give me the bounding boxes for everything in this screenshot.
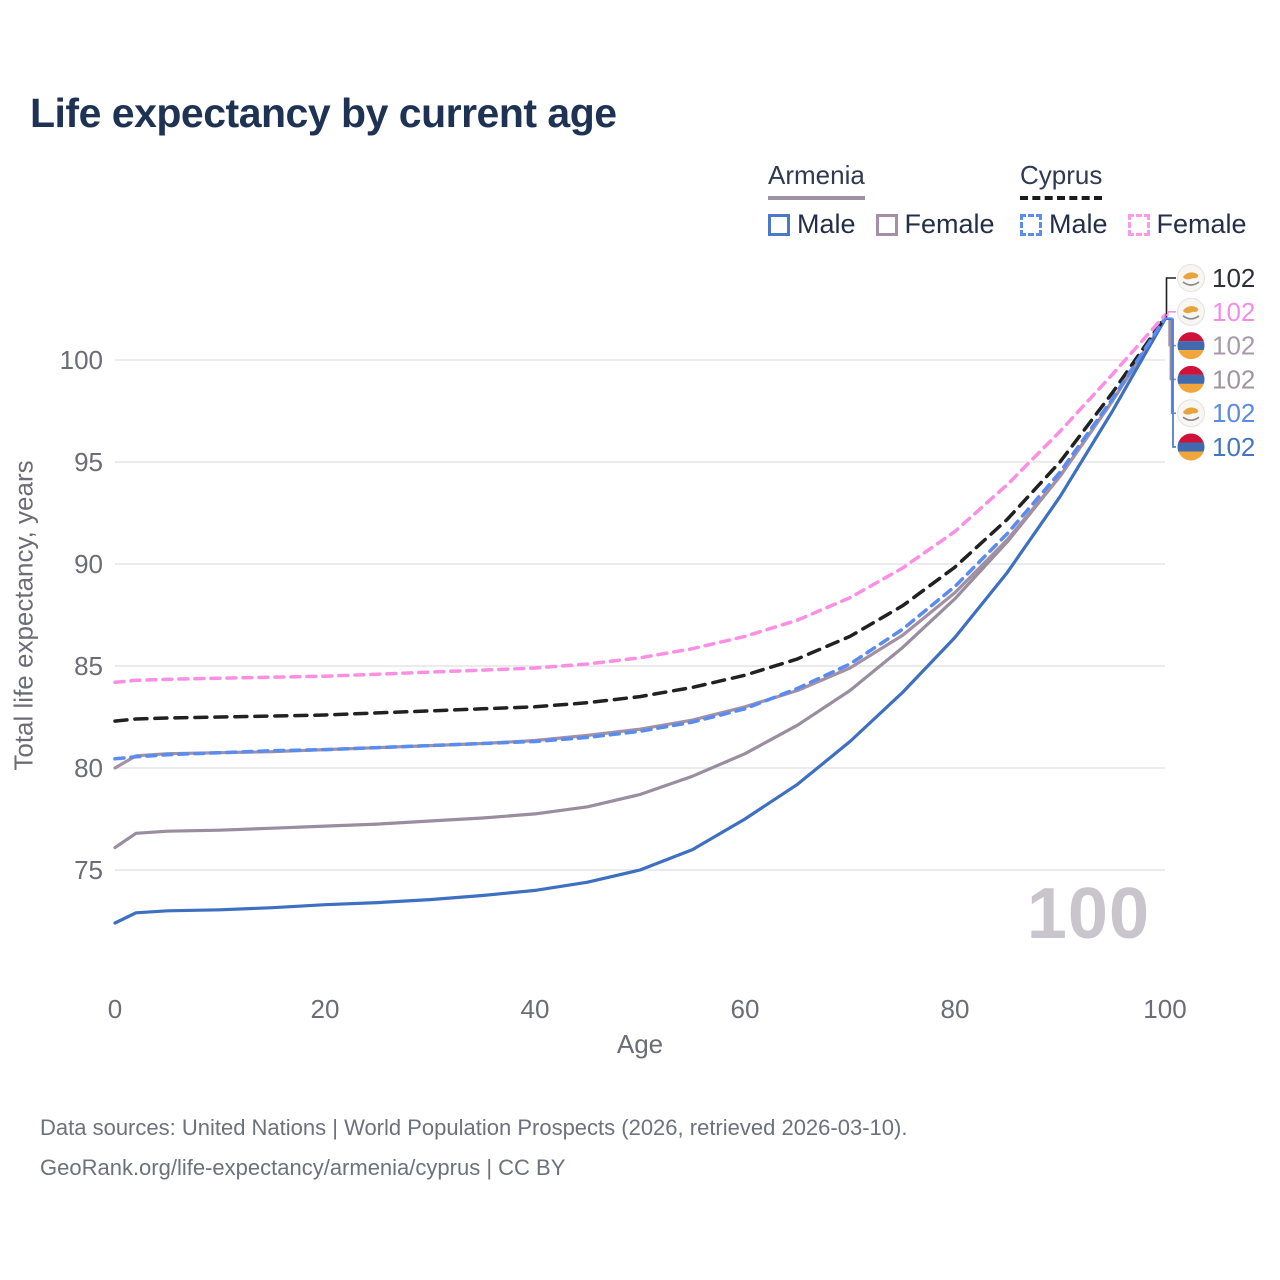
legend-label: Male (1049, 209, 1108, 239)
leader-line-cyprus-total (1165, 277, 1176, 318)
legend-item-cyprus-male[interactable]: Male (1020, 209, 1108, 240)
armenia-flag-icon (1177, 433, 1205, 461)
end-value-label-cyprus-male: 102 (1212, 398, 1255, 428)
legend-label: Female (1156, 209, 1247, 239)
legend-group-armenia: Armenia Male Female (768, 160, 995, 240)
series-line-cyprus-male[interactable] (113, 316, 1167, 761)
footer-line-2: GeoRank.org/life-expectancy/armenia/cypr… (40, 1155, 566, 1180)
footer-line-1: Data sources: United Nations | World Pop… (40, 1115, 908, 1140)
leader-line-cyprus-male (1166, 317, 1176, 414)
gridlines (115, 359, 1165, 871)
y-axis-title: Total life expectancy, years (8, 460, 39, 771)
end-value-label-armenia-total: 102 (1212, 364, 1255, 394)
leader-line-cyprus-female (1166, 311, 1176, 316)
x-tick-label: 60 (731, 994, 760, 1024)
legend-group-cyprus: Cyprus Male Female (1020, 160, 1247, 240)
y-tick-label: 95 (74, 447, 103, 477)
cyprus-flag-icon (1177, 264, 1205, 292)
y-tick-label: 100 (60, 345, 103, 375)
leader-line-armenia-male (1166, 318, 1176, 448)
legend-country-armenia: Armenia (768, 160, 865, 200)
legend-country-cyprus: Cyprus (1020, 160, 1103, 200)
x-tick-label: 40 (521, 994, 550, 1024)
series-line-cyprus-female[interactable] (113, 313, 1167, 685)
end-value-label-armenia-male: 102 (1212, 432, 1255, 462)
axis-tick-labels: 75 80 85 90 95 100 0 20 40 60 80 100 (60, 345, 1187, 1024)
armenia-male-checkbox[interactable] (768, 213, 790, 236)
end-value-label-armenia-female: 102 (1212, 331, 1255, 361)
page-title: Life expectancy by current age (30, 90, 617, 136)
x-tick-label: 80 (941, 994, 970, 1024)
y-tick-label: 90 (74, 549, 103, 579)
y-tick-label: 85 (74, 651, 103, 681)
y-tick-label: 75 (74, 855, 103, 885)
cyprus-flag-icon (1177, 399, 1205, 428)
x-axis-title: Age (616, 1029, 664, 1059)
series-line-armenia-male[interactable] (113, 317, 1167, 925)
series-line-armenia-total[interactable] (113, 317, 1167, 850)
legend-item-armenia-female[interactable]: Female (875, 209, 995, 240)
legend-label: Male (797, 209, 856, 239)
series-line-cyprus-total[interactable] (113, 315, 1167, 723)
end-value-label-cyprus-female: 102 (1212, 297, 1255, 327)
cyprus-male-checkbox[interactable] (1020, 213, 1042, 236)
armenia-flag-icon (1177, 365, 1205, 393)
series-lines (113, 313, 1167, 925)
cyprus-flag-icon (1177, 297, 1205, 326)
armenia-female-checkbox[interactable] (875, 213, 898, 236)
data-source-footer: Data sources: United Nations | World Pop… (40, 1108, 907, 1188)
legend-label: Female (904, 209, 995, 239)
armenia-flag-icon (1177, 332, 1205, 360)
end-label-leader-lines (1165, 277, 1176, 448)
x-tick-label: 20 (311, 994, 340, 1024)
x-tick-label: 100 (1143, 994, 1186, 1024)
x-tick-label: 0 (108, 994, 122, 1024)
current-age-watermark: 100 (1026, 874, 1150, 954)
legend-item-cyprus-female[interactable]: Female (1127, 209, 1247, 240)
legend-item-armenia-male[interactable]: Male (768, 209, 856, 240)
cyprus-female-checkbox[interactable] (1127, 213, 1150, 236)
y-tick-label: 80 (74, 753, 103, 783)
end-value-label-cyprus-total: 102 (1212, 263, 1255, 293)
